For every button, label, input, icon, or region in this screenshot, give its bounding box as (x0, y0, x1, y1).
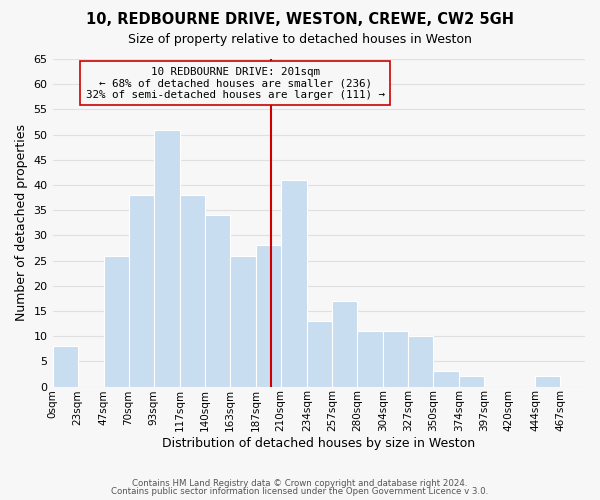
Bar (154, 130, 179, 386)
Bar (104, 256, 128, 386)
Text: Contains HM Land Registry data © Crown copyright and database right 2024.: Contains HM Land Registry data © Crown c… (132, 478, 468, 488)
Bar (53, 346, 77, 387)
Bar (408, 336, 433, 386)
Bar (281, 180, 307, 386)
Y-axis label: Number of detached properties: Number of detached properties (15, 124, 28, 322)
Bar (433, 372, 459, 386)
Bar (357, 331, 383, 386)
Bar (128, 195, 154, 386)
Bar (307, 321, 332, 386)
X-axis label: Distribution of detached houses by size in Weston: Distribution of detached houses by size … (162, 437, 475, 450)
Bar (535, 376, 560, 386)
Bar (256, 246, 281, 386)
Bar (459, 376, 484, 386)
Text: 10 REDBOURNE DRIVE: 201sqm
← 68% of detached houses are smaller (236)
32% of sem: 10 REDBOURNE DRIVE: 201sqm ← 68% of deta… (86, 66, 385, 100)
Text: Contains public sector information licensed under the Open Government Licence v : Contains public sector information licen… (112, 487, 488, 496)
Bar (179, 195, 205, 386)
Text: Size of property relative to detached houses in Weston: Size of property relative to detached ho… (128, 32, 472, 46)
Bar (230, 256, 256, 386)
Bar (205, 215, 230, 386)
Bar (383, 331, 408, 386)
Text: 10, REDBOURNE DRIVE, WESTON, CREWE, CW2 5GH: 10, REDBOURNE DRIVE, WESTON, CREWE, CW2 … (86, 12, 514, 28)
Bar (332, 301, 357, 386)
